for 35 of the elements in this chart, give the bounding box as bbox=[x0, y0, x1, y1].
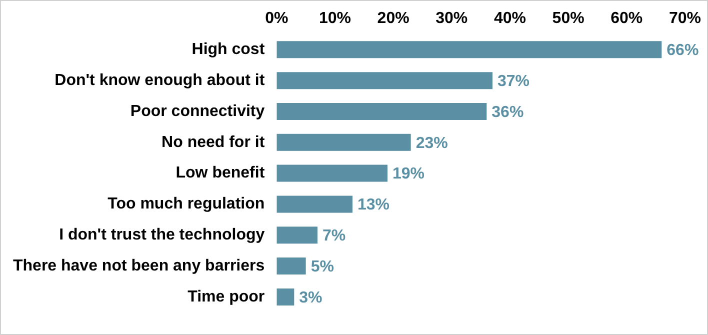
y-tick-label: Time poor bbox=[188, 288, 265, 306]
data-label: 36% bbox=[492, 104, 524, 121]
data-label: 37% bbox=[497, 72, 530, 90]
x-tick-label: 70% bbox=[668, 10, 702, 28]
x-tick-label: 40% bbox=[494, 10, 526, 28]
x-tick-label: 60% bbox=[610, 10, 643, 28]
y-tick-label: I don't trust the technology bbox=[59, 226, 265, 244]
data-label: 66% bbox=[666, 42, 699, 60]
data-label: 23% bbox=[416, 134, 448, 152]
y-tick-label: High cost bbox=[192, 41, 266, 58]
data-label: 7% bbox=[322, 228, 346, 245]
bar bbox=[276, 102, 487, 120]
bar bbox=[276, 164, 388, 182]
x-tick-label: 20% bbox=[377, 10, 410, 28]
bar bbox=[276, 226, 318, 244]
data-label: 5% bbox=[310, 258, 334, 276]
x-tick-label: 50% bbox=[552, 10, 584, 28]
x-tick-label: 0% bbox=[265, 10, 288, 28]
y-tick-label: Don't know enough about it bbox=[54, 72, 266, 89]
data-label: 3% bbox=[299, 289, 322, 306]
bar bbox=[276, 41, 662, 58]
x-tick-label: 30% bbox=[436, 10, 468, 28]
y-tick-label: Poor connectivity bbox=[130, 102, 265, 120]
x-tick-label: 10% bbox=[318, 10, 351, 28]
bar bbox=[276, 258, 306, 275]
bar bbox=[276, 72, 492, 90]
y-tick-label: There have not been any barriers bbox=[12, 257, 265, 274]
bar bbox=[276, 134, 411, 151]
data-label: 13% bbox=[357, 196, 390, 214]
y-tick-label: No need for it bbox=[162, 134, 266, 151]
bar bbox=[276, 196, 352, 213]
y-tick-label: Too much regulation bbox=[108, 196, 265, 213]
y-tick-label: Low benefit bbox=[176, 164, 266, 182]
bar bbox=[276, 288, 294, 306]
data-label: 19% bbox=[392, 166, 425, 183]
